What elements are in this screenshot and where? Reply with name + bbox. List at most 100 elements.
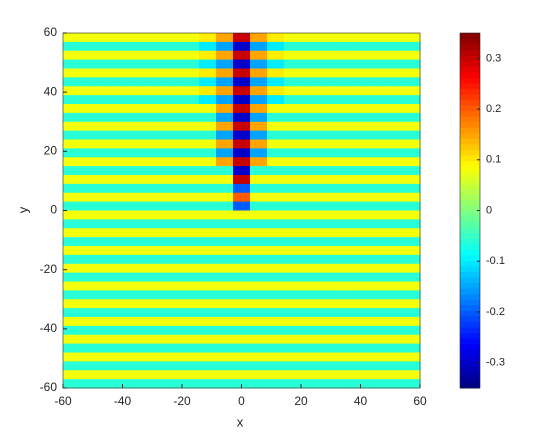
heat-cell: [97, 254, 115, 265]
heat-cell: [369, 281, 387, 291]
heat-cell: [97, 41, 115, 52]
heat-cell: [165, 361, 183, 371]
heat-cell: [369, 201, 387, 211]
y-tick-label: 40: [44, 84, 58, 98]
heat-cell: [250, 370, 268, 380]
heat-cell: [352, 41, 370, 52]
heat-cell: [114, 166, 132, 176]
heat-cell: [114, 175, 132, 185]
heat-cell: [352, 33, 370, 43]
heat-cell: [148, 148, 166, 158]
heat-cell: [267, 299, 285, 309]
heat-cell: [182, 334, 200, 345]
heat-cell: [216, 246, 234, 256]
heat-cell: [165, 121, 183, 132]
heat-cell: [318, 33, 336, 43]
heat-cell: [233, 130, 251, 140]
heat-cell: [301, 281, 319, 291]
heat-cell: [284, 157, 302, 167]
heat-cell: [114, 112, 132, 123]
heat-cell: [403, 130, 421, 140]
heat-cell: [182, 343, 200, 353]
heat-cell: [199, 183, 217, 194]
heat-cell: [267, 210, 285, 220]
heat-cell: [284, 104, 302, 114]
heat-cell: [318, 68, 336, 78]
heat-cell: [250, 86, 268, 96]
heat-cell: [216, 50, 234, 61]
heat-cell: [182, 157, 200, 167]
heat-cell: [165, 130, 183, 140]
heat-cell: [386, 237, 404, 247]
heat-cell: [335, 272, 353, 282]
heat-cell: [403, 95, 421, 105]
heat-cell: [80, 325, 98, 336]
colorbar-swatch: [460, 321, 480, 328]
heat-cell: [318, 148, 336, 158]
colorbar-swatch: [460, 149, 480, 156]
heat-cell: [80, 33, 98, 43]
heat-cell: [318, 41, 336, 52]
heat-cell: [216, 148, 234, 158]
heat-cell: [386, 272, 404, 282]
heat-cell: [386, 148, 404, 158]
heat-cell: [301, 201, 319, 211]
heat-cell: [165, 59, 183, 69]
heat-cell: [199, 334, 217, 345]
x-tick-label: 40: [354, 394, 368, 408]
colorbar-tick-label: -0.1: [486, 255, 505, 267]
heat-cell: [97, 246, 115, 256]
heat-cell: [403, 166, 421, 176]
heat-cell: [318, 325, 336, 336]
heat-cell: [386, 228, 404, 238]
heat-cell: [165, 210, 183, 220]
heat-cell: [114, 33, 132, 43]
heat-cell: [284, 219, 302, 229]
heat-cell: [97, 192, 115, 203]
heat-cell: [318, 334, 336, 345]
heat-cell: [216, 334, 234, 345]
heat-cell: [250, 343, 268, 353]
heat-cell: [301, 343, 319, 353]
heat-cell: [233, 290, 251, 300]
heat-cell: [182, 210, 200, 220]
colorbar-swatch: [460, 349, 480, 356]
heat-cell: [199, 175, 217, 185]
heat-cell: [352, 228, 370, 238]
heat-cell: [284, 272, 302, 282]
heat-cell: [284, 130, 302, 140]
heat-cell: [318, 352, 336, 362]
colorbar-tick-label: 0.2: [486, 103, 501, 115]
heat-cell: [114, 148, 132, 158]
heat-cell: [352, 281, 370, 291]
heat-cell: [301, 121, 319, 132]
heat-cell: [386, 50, 404, 61]
colorbar-swatch: [460, 71, 480, 78]
heat-cell: [267, 68, 285, 78]
heat-cell: [386, 201, 404, 211]
heat-cell: [386, 263, 404, 274]
colorbar-swatch: [460, 254, 480, 261]
heat-cell: [250, 121, 268, 132]
heat-cell: [233, 210, 251, 220]
heat-cell: [352, 361, 370, 371]
heat-cell: [335, 77, 353, 87]
heat-cell: [63, 201, 81, 211]
heat-cell: [335, 370, 353, 380]
heat-cell: [80, 148, 98, 158]
heat-cell: [97, 308, 115, 318]
heat-cell: [284, 112, 302, 123]
heat-cell: [369, 59, 387, 69]
heat-cell: [199, 343, 217, 353]
heat-cell: [216, 343, 234, 353]
heat-cell: [301, 254, 319, 265]
heat-cell: [250, 68, 268, 78]
heat-cell: [267, 41, 285, 52]
heat-cell: [250, 77, 268, 87]
heat-cell: [131, 210, 149, 220]
y-tick-label: -40: [40, 321, 58, 335]
heat-cell: [216, 379, 234, 389]
heat-cell: [80, 104, 98, 114]
heat-cell: [233, 334, 251, 345]
heat-cell: [352, 59, 370, 69]
